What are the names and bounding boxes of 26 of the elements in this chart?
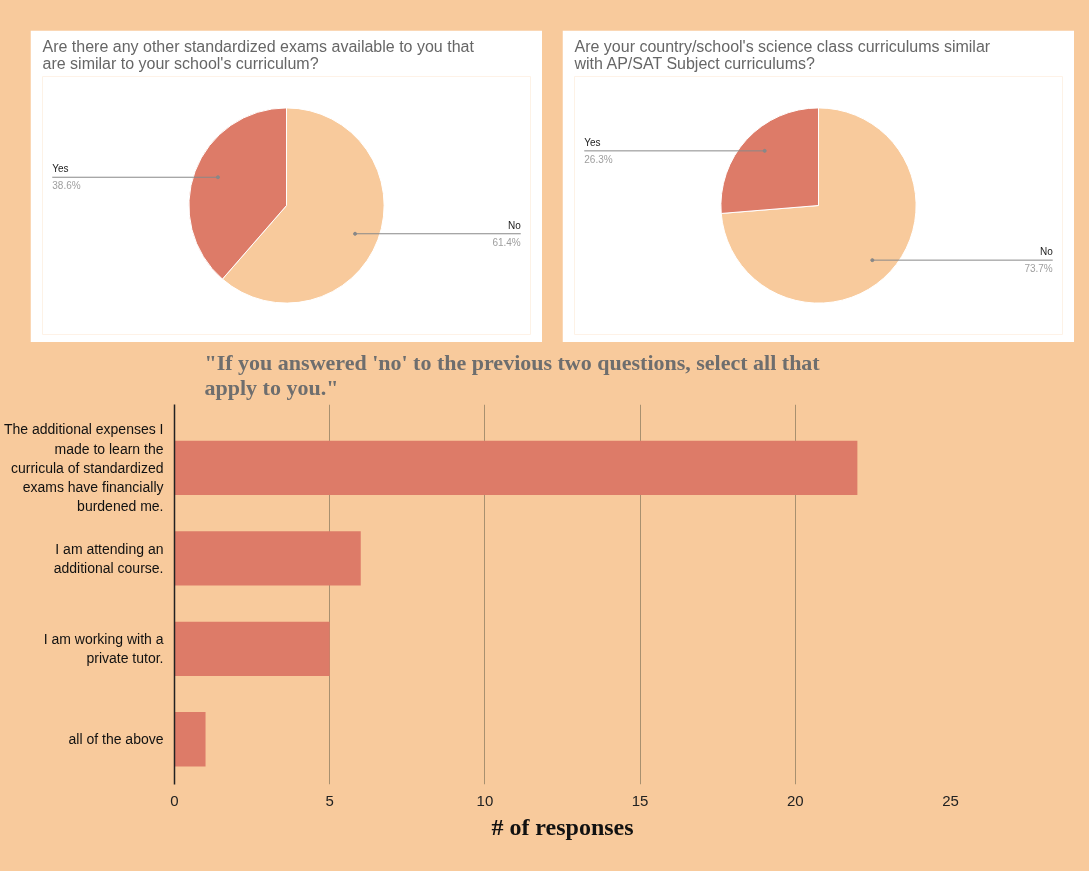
- chart-title: Are there any other standardized exams available to you that are similar to your school's curriculum?: [42, 37, 475, 72]
- x-tick-label: 0: [170, 791, 179, 809]
- y-tick-label: I am attending an additional course.: [53, 540, 164, 576]
- bar: [174, 440, 858, 495]
- x-tick-label: 5: [325, 791, 334, 809]
- data-label: 26.3%: [584, 154, 613, 166]
- chart-title: "If you answered 'no' to the previous two questions, select all that apply to you.": [204, 349, 821, 400]
- y-tick-label: all of the above: [68, 731, 164, 748]
- bar: [174, 621, 330, 676]
- x-tick-label: 15: [631, 791, 649, 809]
- bar: [174, 712, 206, 767]
- slice-label: Yes: [584, 136, 601, 148]
- chart-title: Are your country/school's science class curriculums similar with AP/SAT Subject curriculums?: [573, 37, 991, 72]
- data-label: 38.6%: [52, 180, 81, 192]
- bar: [174, 531, 361, 586]
- x-tick-label: 10: [476, 791, 494, 809]
- x-tick-label: 25: [942, 791, 959, 809]
- y-tick-label: The additional expenses I made to learn the curricula of standardized exams have financially burdened me.: [3, 421, 164, 515]
- data-label: 73.7%: [1024, 263, 1053, 275]
- y-tick-label: I am working with a private tutor.: [43, 631, 164, 667]
- x-axis-title: # of responses: [491, 813, 634, 840]
- slice-label: Yes: [52, 163, 69, 175]
- slice-label: No: [1039, 245, 1054, 257]
- data-label: 61.4%: [492, 236, 521, 248]
- x-tick-label: 20: [786, 791, 804, 809]
- slice-label: No: [507, 219, 522, 231]
